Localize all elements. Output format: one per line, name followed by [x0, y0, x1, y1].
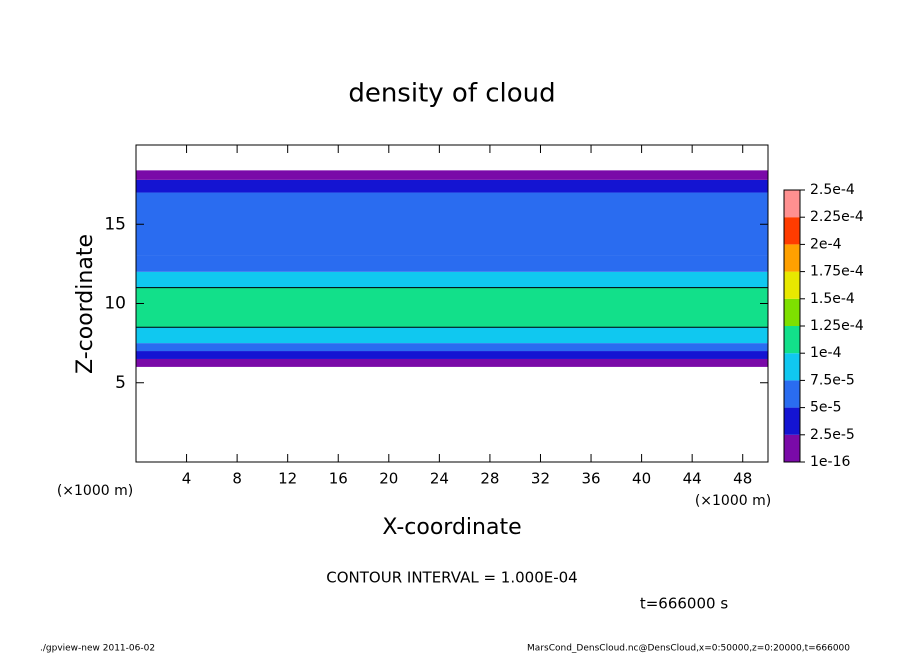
- density-band: [136, 255, 768, 272]
- footer: MarsCond_DensCloud.nc@DensCloud,x=0:5000…: [527, 644, 850, 654]
- density-band: [136, 358, 768, 367]
- density-band: [136, 351, 768, 359]
- footer: ./gpview-new 2011-06-02: [40, 644, 155, 654]
- colorbar-swatch: [784, 217, 800, 245]
- x-tick-label: 36: [581, 470, 600, 488]
- density-band: [136, 170, 768, 180]
- y-tick-label: 10: [104, 294, 126, 314]
- colorbar-label: 1.25e-4: [810, 318, 864, 334]
- x-tick-label: 20: [379, 470, 398, 488]
- colorbar-swatch: [784, 407, 800, 435]
- density-band: [136, 192, 768, 256]
- chart-title: density of cloud: [348, 79, 555, 109]
- colorbar-label: 2.5e-4: [810, 182, 855, 198]
- density-band: [136, 343, 768, 352]
- y-unit: (×1000 m): [57, 483, 133, 499]
- density-band: [136, 179, 768, 193]
- colorbar-label: 1e-16: [810, 454, 850, 470]
- x-tick-label: 16: [329, 470, 348, 488]
- colorbar-swatch: [784, 298, 800, 326]
- colorbar-swatch: [784, 380, 800, 408]
- colorbar-label: 1e-4: [810, 345, 842, 361]
- x-tick-label: 12: [278, 470, 297, 488]
- density-band: [136, 271, 768, 288]
- x-tick-label: 44: [683, 470, 702, 488]
- colorbar-swatch: [784, 244, 800, 272]
- annotation: t=666000 s: [640, 595, 728, 613]
- x-tick-label: 28: [480, 470, 499, 488]
- colorbar-swatch: [784, 326, 800, 354]
- colorbar-label: 2e-4: [810, 236, 842, 252]
- colorbar-swatch: [784, 271, 800, 299]
- colorbar-label: 5e-5: [810, 400, 841, 416]
- x-tick-label: 8: [232, 470, 242, 488]
- colorbar-label: 2.5e-5: [810, 427, 855, 443]
- colorbar-swatch: [784, 434, 800, 462]
- colorbar-label: 1.5e-4: [810, 291, 855, 307]
- y-axis-label: Z-coordinate: [73, 234, 98, 374]
- x-tick-label: 40: [632, 470, 651, 488]
- colorbar-swatch: [784, 190, 800, 218]
- x-axis-label: X-coordinate: [382, 515, 521, 540]
- x-unit: (×1000 m): [695, 493, 771, 509]
- x-tick-label: 48: [733, 470, 752, 488]
- colorbar-label: 1.75e-4: [810, 264, 864, 280]
- y-tick-label: 15: [104, 214, 126, 234]
- density-band: [136, 287, 768, 328]
- x-tick-label: 24: [430, 470, 449, 488]
- x-tick-label: 32: [531, 470, 550, 488]
- colorbar-label: 7.5e-5: [810, 372, 855, 388]
- colorbar-swatch: [784, 353, 800, 381]
- annotation: CONTOUR INTERVAL = 1.000E-04: [326, 569, 577, 587]
- x-tick-label: 4: [182, 470, 192, 488]
- y-tick-label: 5: [115, 373, 126, 393]
- density-band: [136, 327, 768, 344]
- colorbar-label: 2.25e-4: [810, 209, 864, 225]
